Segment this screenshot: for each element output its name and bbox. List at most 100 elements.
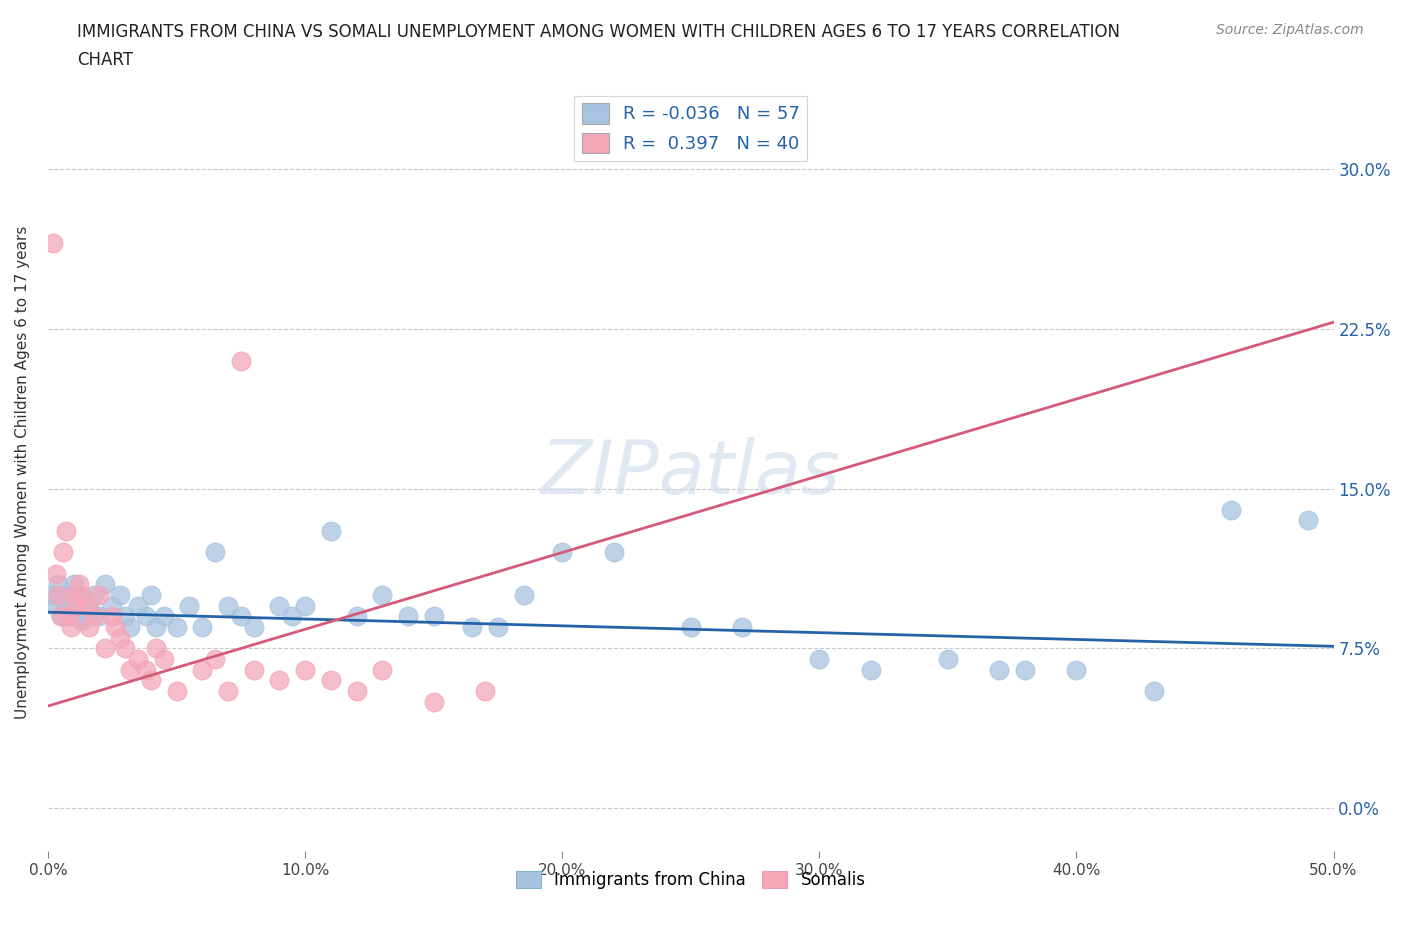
Point [204, 652, 226, 667]
Point [229, 609, 252, 624]
Point [89, 588, 111, 603]
Point [1219, 502, 1241, 517]
Point [139, 588, 162, 603]
Point [45, 566, 67, 581]
Point [422, 609, 444, 624]
Point [319, 673, 342, 688]
Text: IMMIGRANTS FROM CHINA VS SOMALI UNEMPLOYMENT AMONG WOMEN WITH CHILDREN AGES 6 TO: IMMIGRANTS FROM CHINA VS SOMALI UNEMPLOY… [77, 23, 1121, 41]
Point [62, 588, 84, 603]
Point [67, 577, 90, 591]
Point [179, 598, 201, 613]
Point [204, 545, 226, 560]
Point [512, 588, 534, 603]
Point [49, 609, 72, 624]
Point [217, 598, 239, 613]
Point [60, 609, 83, 624]
Point [76, 609, 98, 624]
Point [166, 684, 188, 698]
Point [1296, 513, 1319, 528]
Point [294, 598, 316, 613]
Point [988, 662, 1011, 677]
Legend: R = -0.036   N = 57, R =  0.397   N = 40: R = -0.036 N = 57, R = 0.397 N = 40 [575, 96, 807, 161]
Point [127, 598, 149, 613]
Point [108, 588, 131, 603]
Point [114, 641, 136, 656]
Point [65, 598, 87, 613]
Point [371, 662, 394, 677]
Point [551, 545, 574, 560]
Point [52, 588, 75, 603]
Point [67, 588, 90, 603]
Point [135, 662, 157, 677]
Text: Source: ZipAtlas.com: Source: ZipAtlas.com [1216, 23, 1364, 37]
Point [60, 619, 83, 634]
Point [396, 609, 419, 624]
Text: ZIPatlas: ZIPatlas [541, 436, 841, 509]
Point [114, 609, 136, 624]
Point [152, 609, 174, 624]
Point [145, 619, 167, 634]
Point [77, 598, 100, 613]
Point [42, 236, 65, 251]
Point [371, 588, 394, 603]
Point [217, 684, 239, 698]
Point [346, 609, 368, 624]
Point [76, 598, 98, 613]
Point [83, 588, 105, 603]
Point [936, 652, 959, 667]
Point [294, 662, 316, 677]
Point [808, 652, 831, 667]
Point [70, 588, 93, 603]
Point [145, 641, 167, 656]
Point [135, 609, 157, 624]
Point [139, 673, 162, 688]
Point [281, 609, 304, 624]
Point [70, 613, 93, 628]
Point [65, 598, 87, 613]
Point [62, 577, 84, 591]
Point [859, 662, 882, 677]
Point [46, 588, 69, 603]
Point [486, 619, 509, 634]
Point [1014, 662, 1036, 677]
Point [152, 652, 174, 667]
Point [45, 598, 67, 613]
Point [679, 619, 702, 634]
Point [731, 619, 754, 634]
Point [422, 695, 444, 710]
Point [474, 684, 496, 698]
Point [120, 662, 142, 677]
Text: CHART: CHART [77, 51, 134, 69]
Point [58, 609, 80, 624]
Point [127, 652, 149, 667]
Point [83, 609, 105, 624]
Point [346, 684, 368, 698]
Point [93, 641, 115, 656]
Point [242, 662, 264, 677]
Point [269, 673, 291, 688]
Point [58, 588, 80, 603]
Point [89, 609, 111, 624]
Point [602, 545, 624, 560]
Point [1142, 684, 1164, 698]
Point [191, 662, 214, 677]
Point [55, 598, 77, 613]
Point [101, 609, 124, 624]
Y-axis label: Unemployment Among Women with Children Ages 6 to 17 years: Unemployment Among Women with Children A… [15, 226, 30, 719]
Point [108, 631, 131, 645]
Point [191, 619, 214, 634]
Point [93, 577, 115, 591]
Point [166, 619, 188, 634]
Point [242, 619, 264, 634]
Point [120, 619, 142, 634]
Point [101, 598, 124, 613]
Point [269, 598, 291, 613]
Point [42, 588, 65, 603]
Point [49, 609, 72, 624]
Point [46, 577, 69, 591]
Point [104, 619, 127, 634]
Point [52, 545, 75, 560]
Point [77, 619, 100, 634]
Point [55, 524, 77, 538]
Point [461, 619, 484, 634]
